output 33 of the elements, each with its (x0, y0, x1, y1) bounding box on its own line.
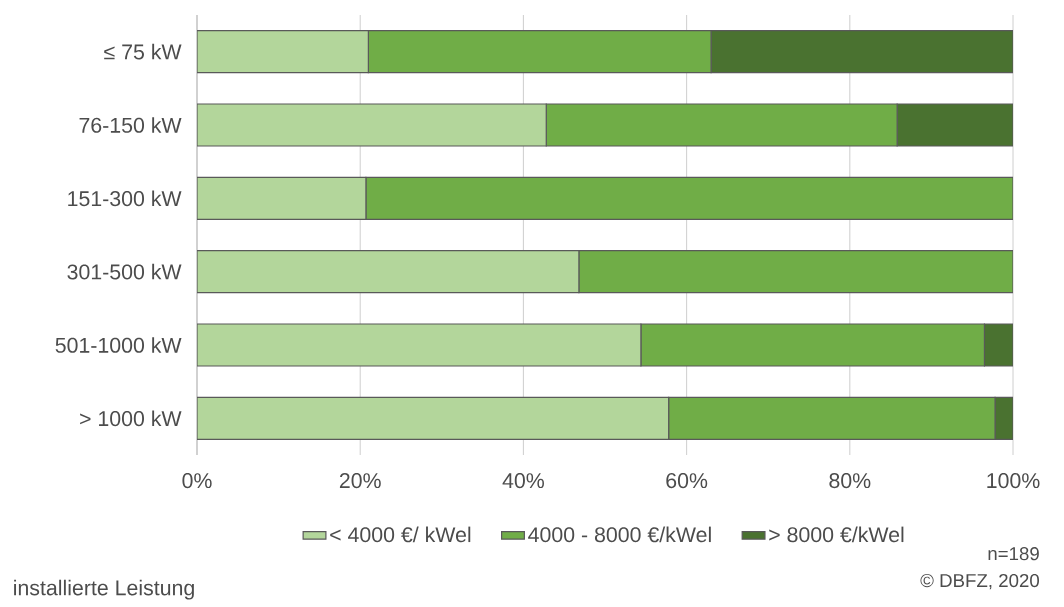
y-tick-label: 151-300 kW (68, 190, 182, 207)
y-tick-label: 301-500 kW (67, 263, 182, 280)
bar (983, 323, 1014, 367)
text: n=189 (988, 547, 1039, 561)
legend-label: > 8000 €/kWel (769, 526, 904, 543)
bar (197, 396, 670, 440)
bar (545, 103, 898, 147)
bar (668, 396, 996, 440)
legend-label: 4000 - 8000 €/kWel (528, 526, 711, 543)
x-tick-label: 20% (339, 473, 381, 489)
y-tick-label: 76-150 kW (79, 117, 182, 133)
y-tick-label: 501-1000 kW (55, 337, 182, 353)
y-axis-title: installierte Leistung (14, 579, 194, 600)
bar (197, 30, 369, 74)
bar (197, 250, 580, 294)
bar (365, 176, 1014, 220)
bar (367, 30, 712, 74)
x-tick-label: 0% (182, 473, 212, 489)
bar (197, 176, 367, 220)
bar (197, 103, 547, 147)
bar (640, 323, 986, 367)
text: © DBFZ, 2020 (920, 573, 1040, 590)
legend-label: < 4000 €/ kWel (330, 526, 471, 543)
bar (578, 250, 1014, 294)
x-tick-label: 60% (666, 473, 708, 489)
x-tick-label: 100% (987, 473, 1040, 489)
bar (197, 323, 642, 367)
bar (896, 103, 1014, 147)
x-tick-label: 40% (502, 473, 544, 489)
bar (710, 30, 1014, 74)
y-tick-label: ≤ 75 kW (104, 43, 182, 60)
y-tick-label: > 1000 kW (80, 410, 182, 427)
x-tick-label: 80% (829, 473, 871, 489)
